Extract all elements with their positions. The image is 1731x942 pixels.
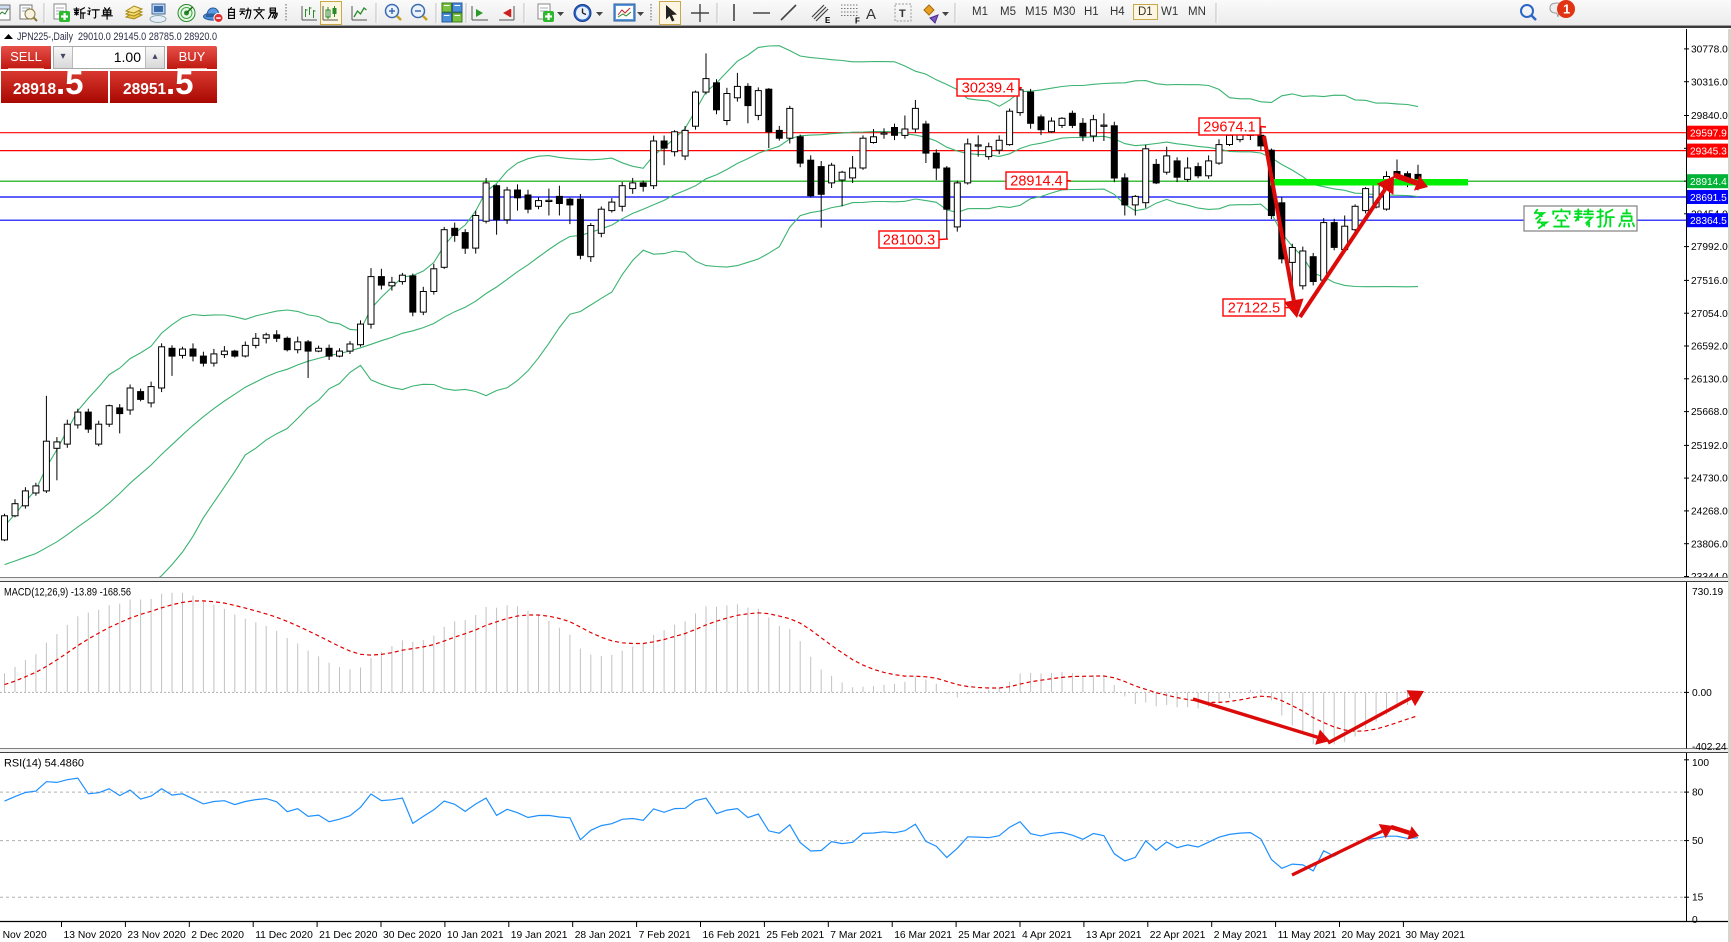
svg-text:16 Feb 2021: 16 Feb 2021 — [703, 930, 761, 941]
svg-text:F: F — [855, 17, 860, 26]
svg-text:28691.5: 28691.5 — [1690, 193, 1727, 204]
svg-text:30316.0: 30316.0 — [1691, 77, 1728, 88]
svg-text:4 Apr 2021: 4 Apr 2021 — [1022, 930, 1072, 941]
svg-text:27992.0: 27992.0 — [1691, 242, 1728, 253]
svg-text:A: A — [866, 6, 876, 23]
svg-text:7 Mar 2021: 7 Mar 2021 — [830, 930, 882, 941]
svg-text:15: 15 — [1692, 893, 1704, 904]
svg-text:27516.0: 27516.0 — [1691, 276, 1728, 287]
svg-text:29345.3: 29345.3 — [1690, 146, 1727, 157]
svg-text:100: 100 — [1692, 758, 1709, 769]
svg-text:28914.4: 28914.4 — [1690, 177, 1727, 188]
svg-text:22 Apr 2021: 22 Apr 2021 — [1150, 930, 1206, 941]
svg-text:80: 80 — [1692, 788, 1704, 799]
svg-text:23 Nov 2020: 23 Nov 2020 — [127, 930, 186, 941]
svg-text:MACD(12,26,9) -13.89 -168.56: MACD(12,26,9) -13.89 -168.56 — [4, 587, 131, 599]
svg-text:28914.4: 28914.4 — [1010, 174, 1062, 190]
svg-text:0.00: 0.00 — [1692, 688, 1712, 699]
svg-text:7 Feb 2021: 7 Feb 2021 — [639, 930, 691, 941]
svg-text:11 May 2021: 11 May 2021 — [1278, 930, 1337, 941]
svg-text:21 Dec 2020: 21 Dec 2020 — [319, 930, 378, 941]
svg-text:26130.0: 26130.0 — [1691, 374, 1728, 385]
svg-text:13 Apr 2021: 13 Apr 2021 — [1086, 930, 1142, 941]
svg-text:25192.0: 25192.0 — [1691, 441, 1728, 452]
svg-text:29010.0 29145.0 28785.0 28920.: 29010.0 29145.0 28785.0 28920.0 — [78, 31, 217, 43]
svg-text:1: 1 — [1563, 2, 1570, 17]
svg-text:10 Jan 2021: 10 Jan 2021 — [447, 930, 504, 941]
svg-text:5 Nov 2020: 5 Nov 2020 — [0, 930, 47, 941]
svg-text:25 Mar 2021: 25 Mar 2021 — [958, 930, 1016, 941]
svg-text:28 Jan 2021: 28 Jan 2021 — [575, 930, 632, 941]
svg-text:25668.0: 25668.0 — [1691, 407, 1728, 418]
svg-text:30778.0: 30778.0 — [1691, 45, 1728, 56]
svg-text:28364.5: 28364.5 — [1690, 216, 1727, 227]
svg-text:30 May 2021: 30 May 2021 — [1405, 930, 1465, 941]
svg-text:E: E — [825, 16, 831, 25]
svg-text:19 Jan 2021: 19 Jan 2021 — [511, 930, 568, 941]
svg-text:29674.1: 29674.1 — [1203, 120, 1255, 136]
svg-text:730.19: 730.19 — [1692, 587, 1723, 598]
svg-text:2 Dec 2020: 2 Dec 2020 — [191, 930, 244, 941]
svg-text:23806.0: 23806.0 — [1691, 539, 1728, 550]
svg-text:50: 50 — [1692, 836, 1704, 847]
svg-text:28100.3: 28100.3 — [883, 233, 935, 249]
svg-text:RSI(14) 54.4860: RSI(14) 54.4860 — [4, 758, 84, 770]
svg-text:20 May 2021: 20 May 2021 — [1342, 930, 1402, 941]
svg-text:JPN225-,Daily: JPN225-,Daily — [17, 31, 73, 43]
svg-text:29597.9: 29597.9 — [1690, 129, 1727, 140]
svg-text:27122.5: 27122.5 — [1228, 301, 1280, 317]
svg-text:30 Dec 2020: 30 Dec 2020 — [383, 930, 442, 941]
svg-text:24268.0: 24268.0 — [1691, 507, 1728, 518]
svg-text:30239.4: 30239.4 — [962, 81, 1014, 97]
svg-text:11 Dec 2020: 11 Dec 2020 — [255, 930, 313, 941]
svg-text:13 Nov 2020: 13 Nov 2020 — [64, 930, 123, 941]
svg-text:2 May 2021: 2 May 2021 — [1214, 930, 1268, 941]
svg-text:26592.0: 26592.0 — [1691, 342, 1728, 353]
svg-text:0: 0 — [1692, 915, 1698, 926]
svg-text:29840.0: 29840.0 — [1691, 111, 1728, 122]
svg-text:24730.0: 24730.0 — [1691, 474, 1728, 485]
svg-text:16 Mar 2021: 16 Mar 2021 — [894, 930, 952, 941]
svg-text:-402.24: -402.24 — [1692, 742, 1727, 753]
svg-text:T: T — [899, 8, 906, 20]
svg-text:25 Feb 2021: 25 Feb 2021 — [766, 930, 824, 941]
svg-text:27054.0: 27054.0 — [1691, 309, 1728, 320]
